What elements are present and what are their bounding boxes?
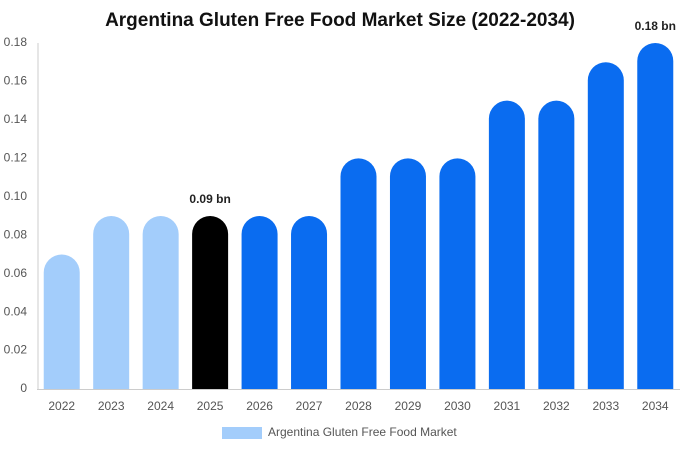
bar [192,216,229,389]
y-tick-label: 0 [20,381,27,395]
bar [587,62,624,389]
y-tick-label: 0.06 [4,266,28,280]
bar [488,100,525,390]
bar [43,254,80,389]
y-tick-label: 0.14 [4,112,28,126]
y-tick-label: 0.18 [4,35,28,49]
x-tick-label: 2022 [48,399,75,413]
bar [142,216,179,389]
bar [93,216,130,389]
x-tick-label: 2026 [246,399,273,413]
legend-swatch [222,427,262,439]
y-tick-label: 0.12 [4,151,28,165]
y-tick-label: 0.16 [4,74,28,88]
bar [538,100,575,389]
x-tick-label: 2023 [98,399,125,413]
y-tick-label: 0.02 [4,343,28,357]
x-tick-label: 2031 [494,399,521,413]
x-tick-label: 2033 [592,399,619,413]
bar [291,216,328,389]
x-tick-label: 2027 [296,399,323,413]
bar [241,216,278,389]
x-tick-label: 2034 [642,399,669,413]
bar [637,43,674,389]
y-tick-label: 0.10 [4,189,28,203]
x-tick-label: 2030 [444,399,471,413]
chart-title: Argentina Gluten Free Food Market Size (… [105,10,575,31]
x-tick-label: 2029 [395,399,422,413]
x-tick-label: 2024 [147,399,174,413]
y-tick-label: 0.08 [4,227,28,241]
bar [389,158,426,389]
x-tick-label: 2025 [197,399,224,413]
x-tick-label: 2028 [345,399,372,413]
y-tick-label: 0.04 [4,304,28,318]
x-tick-label: 2032 [543,399,570,413]
value-label: 0.09 bn [189,192,230,206]
bar [340,158,377,389]
legend-label: Argentina Gluten Free Food Market [268,425,457,439]
value-label: 0.18 bn [635,19,676,33]
bar [439,158,476,389]
